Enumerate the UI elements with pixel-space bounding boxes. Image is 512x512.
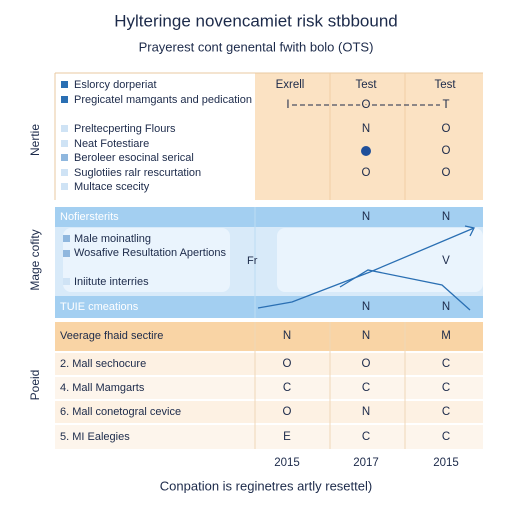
section-label: Nertie bbox=[28, 124, 42, 156]
item: Neat Fotestiare bbox=[74, 138, 149, 150]
subtitle: Prayerest cont genental fwith bolo (OTS) bbox=[139, 39, 374, 54]
column-area bbox=[255, 73, 483, 200]
item: Pregicatel mamgants and pedication bbox=[74, 94, 252, 106]
column-header: Test bbox=[434, 79, 456, 91]
dot bbox=[361, 146, 371, 156]
row-label: 6. Mall conetogral cevice bbox=[60, 406, 181, 418]
cell: M bbox=[441, 330, 451, 342]
row-label: 2. Mall sechocure bbox=[60, 358, 146, 370]
cell: N bbox=[362, 301, 370, 313]
header-row bbox=[55, 322, 483, 351]
item: Male moinatling bbox=[74, 233, 151, 245]
cell: O bbox=[362, 358, 371, 370]
cell: N bbox=[283, 330, 291, 342]
mark-label: Fr bbox=[247, 255, 258, 267]
cell: O bbox=[283, 406, 292, 418]
cell: O bbox=[362, 167, 371, 179]
cell: O bbox=[442, 145, 451, 157]
cell: N bbox=[362, 406, 370, 418]
cell: O bbox=[442, 123, 451, 135]
item: Multace scecity bbox=[74, 181, 150, 193]
trend-lines bbox=[257, 225, 475, 311]
row-label: 4. Mall Mamgarts bbox=[60, 382, 145, 394]
item: Preltecperting Flours bbox=[74, 123, 176, 135]
section-label: Mage cofity bbox=[28, 229, 42, 290]
item-icons bbox=[61, 81, 68, 190]
cell: O bbox=[442, 167, 451, 179]
cell: C bbox=[362, 431, 370, 443]
item: Iniitute interries bbox=[74, 276, 149, 288]
section-label: Poeid bbox=[28, 370, 42, 401]
row-label: Veerage fhaid sectire bbox=[60, 330, 163, 342]
cell: O bbox=[283, 358, 292, 370]
item: Eslorcy dorperiat bbox=[74, 79, 157, 91]
mark-label: V bbox=[442, 255, 450, 267]
year: 2015 bbox=[433, 457, 459, 469]
cell: C bbox=[442, 358, 450, 370]
column-header: Exrell bbox=[276, 79, 305, 91]
title: Hylteringe novencamiet risk stbbound bbox=[114, 11, 397, 30]
column-header: Test bbox=[355, 79, 377, 91]
cell: C bbox=[283, 382, 291, 394]
cell: N bbox=[362, 211, 370, 223]
section-footer: TUIE cmeations bbox=[60, 301, 139, 313]
cell: I bbox=[286, 99, 289, 111]
cell: N bbox=[362, 123, 370, 135]
cell: C bbox=[442, 406, 450, 418]
year: 2017 bbox=[353, 457, 379, 469]
cell: C bbox=[442, 431, 450, 443]
caption: Conpation is reginetres artly resettel) bbox=[160, 478, 372, 493]
cell: T bbox=[442, 99, 449, 111]
cell: N bbox=[442, 211, 450, 223]
cell: C bbox=[362, 382, 370, 394]
year: 2015 bbox=[274, 457, 300, 469]
cell: N bbox=[442, 301, 450, 313]
item: Beroleer esocinal serical bbox=[74, 152, 194, 164]
section-heading: Nofiersterits bbox=[60, 211, 119, 223]
cell: C bbox=[442, 382, 450, 394]
cell: N bbox=[362, 330, 370, 342]
item: Wosafive Resultation Apertions bbox=[74, 247, 227, 259]
item: Suglotiies ralr rescurtation bbox=[74, 167, 201, 179]
row-label: 5. MI Ealegies bbox=[60, 431, 130, 443]
cell: O bbox=[362, 99, 371, 111]
cell: E bbox=[283, 431, 291, 443]
